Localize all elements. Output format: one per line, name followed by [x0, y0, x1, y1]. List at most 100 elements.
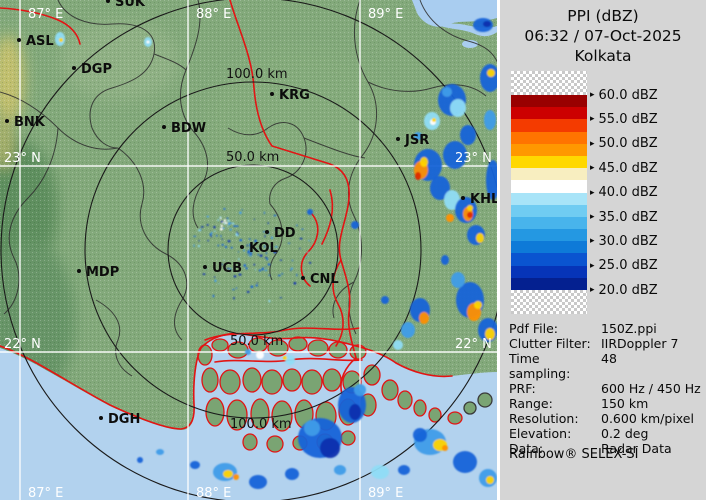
clutter-speck [264, 235, 266, 238]
clutter-speck [238, 263, 240, 265]
clutter-speck [259, 254, 263, 257]
clutter-speck [227, 268, 230, 270]
clutter-speck [249, 243, 252, 246]
clutter-speck [223, 208, 226, 210]
precip-cell [283, 356, 287, 360]
precip-cell [256, 351, 264, 359]
clutter-speck [223, 259, 225, 261]
delta-island [447, 411, 463, 425]
legend-label: ▸ 35.0 dBZ [590, 209, 658, 225]
district-boundaries [0, 0, 497, 377]
clutter-speck [222, 222, 225, 224]
legend-label: ▸ 55.0 dBZ [590, 111, 658, 127]
clutter-speck [245, 267, 248, 270]
legend-tick-arrow-icon: ▸ [590, 260, 595, 271]
legend-label-text: 40.0 dBZ [598, 185, 658, 201]
colorbar-band [511, 95, 587, 108]
clutter-speck [247, 251, 250, 254]
clutter-speck [232, 222, 235, 225]
legend-tick-arrow-icon: ▸ [590, 163, 595, 174]
metadata-row: Range: 150 km [509, 396, 701, 411]
clutter-speck [249, 252, 253, 256]
precip-cell [334, 465, 346, 475]
clutter-speck [281, 273, 283, 275]
station-dot [17, 38, 21, 42]
clutter-speck [235, 287, 237, 289]
colorbar-band [511, 265, 587, 278]
clutter-speck [301, 228, 304, 230]
clutter-speck [257, 254, 260, 256]
clutter-speck [238, 258, 240, 261]
precip-cell [451, 272, 465, 288]
grid-labels: 87° E 87° E 88° E 88° E 89° E 89° E 23° N 23° N… [4, 7, 492, 500]
district-boundary [367, 81, 487, 97]
precip-cell [285, 355, 295, 365]
clutter-speck [233, 225, 236, 227]
delta-island [301, 369, 323, 395]
clutter-speck [227, 222, 231, 226]
clutter-speck [273, 214, 277, 217]
clutter-speck [293, 282, 297, 285]
station-dot [461, 196, 465, 200]
delta-island [219, 369, 241, 395]
precip-cell [485, 328, 495, 340]
metadata-value: IIRDoppler 7 [601, 336, 679, 351]
clutter-speck [267, 263, 271, 266]
station-dot [265, 230, 269, 234]
legend-label: ▸ 20.0 dBZ [590, 282, 658, 298]
station-label: SUK [115, 0, 146, 10]
range-ring-label: 100.0 km [226, 67, 288, 82]
legend-label: ▸ 50.0 dBZ [590, 136, 658, 152]
info-panel: PPI (dBZ) 06:32 / 07-Oct-2025 Kolkata ▸ 6… [500, 0, 706, 500]
clutter-speck [236, 232, 239, 236]
station-dot [5, 119, 9, 123]
title-block: PPI (dBZ) 06:32 / 07-Oct-2025 Kolkata [500, 6, 706, 66]
parallel-label: 23° N [455, 151, 492, 166]
legend-tick-arrow-icon: ▸ [590, 90, 595, 100]
metadata-value: 150 km [601, 396, 649, 411]
clutter-speck [275, 246, 278, 248]
colorbar-underflow-checker [511, 290, 587, 314]
colorbar-band [511, 204, 587, 217]
precip-cell [223, 470, 233, 478]
precip-cell [413, 428, 427, 442]
clutter-speck [230, 246, 233, 249]
station-label: KOL [249, 241, 278, 256]
clutter-speck [193, 244, 195, 247]
border-or-coast-line [395, 362, 453, 378]
precip-cell [460, 125, 476, 145]
delta-island [266, 435, 284, 453]
clutter-speck [198, 239, 200, 242]
precip-cell [486, 476, 494, 484]
metadata-label: PRF: [509, 381, 536, 396]
district-boundary [153, 53, 187, 71]
meridian-label: 87° E [28, 486, 63, 500]
district-boundary [419, 0, 497, 63]
metadata-label: Resolution: [509, 411, 579, 426]
border-or-coast-line [321, 189, 334, 245]
precip-cell [320, 438, 340, 458]
district-boundary [269, 203, 283, 281]
station-label: MDP [86, 265, 119, 280]
legend-label-text: 45.0 dBZ [598, 160, 658, 176]
range-ring-labels: 50.0 km 50.0 km 100.0 km 100.0 km [226, 67, 292, 432]
clutter-speck [264, 256, 268, 259]
clutter-speck [220, 217, 222, 220]
metadata-value: 0.2 deg [601, 426, 649, 441]
parallel-label: 22° N [4, 337, 41, 352]
precip-cell [190, 461, 200, 469]
delta-island [363, 364, 381, 386]
metadata-row: Elevation: 0.2 deg [509, 426, 701, 441]
clutter-speck [219, 216, 222, 219]
clutter-speck [239, 239, 242, 242]
station-label: KRG [279, 88, 310, 103]
range-rings [0, 0, 497, 500]
clutter-speck [229, 228, 232, 231]
delta-island [205, 397, 225, 427]
clutter-speck [193, 235, 197, 237]
clutter-speck [232, 289, 235, 291]
radar-map: 50.0 km 50.0 km 100.0 km 100.0 km 87° E 87° … [0, 0, 500, 500]
metadata-label: Time sampling: [509, 351, 571, 381]
station-label: CNL [310, 272, 339, 287]
